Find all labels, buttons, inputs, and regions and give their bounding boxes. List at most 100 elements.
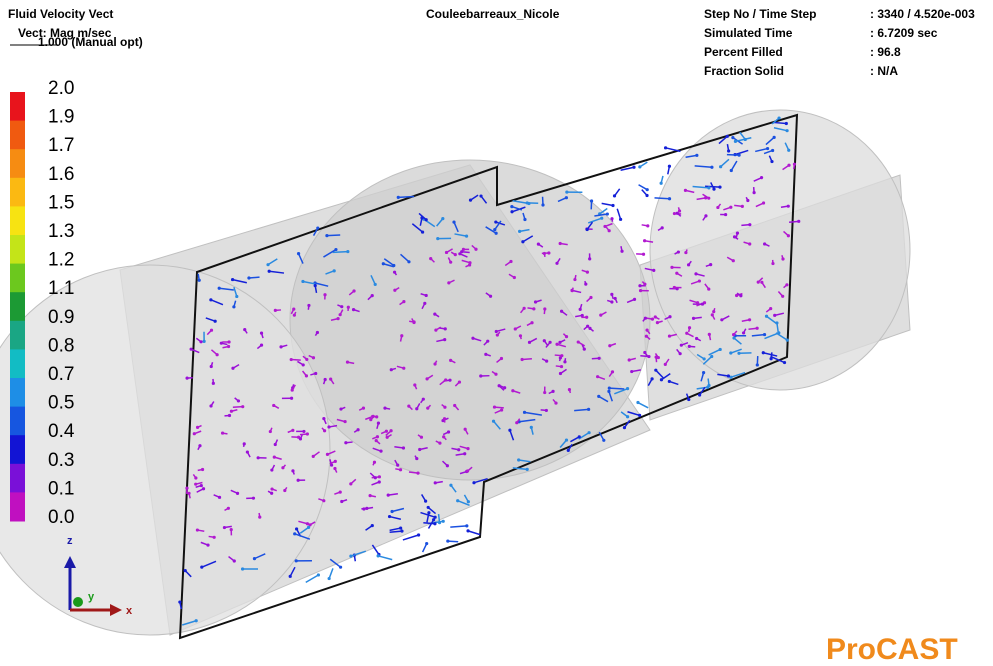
vector-arrow [323,248,337,258]
vector-head [383,406,387,410]
vector-arrow [570,436,580,443]
vector-head [587,431,591,435]
vector-head [415,407,419,411]
vector-head [305,522,310,526]
vector-head [415,456,419,461]
vector-head [520,357,524,362]
vector-head [322,429,327,433]
vector-head [613,296,617,301]
vector-head [644,334,648,338]
vector-head [755,326,759,330]
vector-head [198,444,202,448]
vector-head [797,219,801,223]
vector-arrow [661,372,671,381]
vector-head [732,235,737,239]
vector-head [222,525,227,530]
vector-head [512,275,516,280]
vector-head [510,204,514,209]
vector-head [289,396,294,400]
vector-head [398,468,403,472]
vector-head [457,448,461,452]
vector-head [784,121,788,126]
vector-head [226,506,230,510]
vector-head [230,277,235,282]
vector-head [247,276,251,280]
legend-label: 0.7 [48,364,74,385]
vector-head [518,229,522,233]
vector-arrow [594,213,608,217]
vector-head [453,253,457,257]
vector-head [773,313,777,317]
vector-arrow [702,355,713,365]
vector-head [756,280,760,284]
vector-arrow [201,560,217,568]
vector-head [567,388,572,392]
vector-head [707,287,711,291]
vector-head [420,230,425,234]
vector-head [443,327,447,331]
x-arrow [110,604,122,616]
vector-head [178,600,182,604]
vector-head [522,410,527,414]
vector-head [632,297,637,301]
vector-head [226,344,231,349]
vector-arrow [708,348,721,356]
vector-head [329,377,333,381]
vector-head [349,482,353,486]
vector-head [243,327,247,332]
vector-head [741,331,746,335]
vector-head [602,438,606,442]
vector-head [291,469,295,473]
vector-head [718,185,722,189]
vector-head [201,487,206,491]
vector-head [266,263,270,267]
vector-head [385,435,389,439]
vector-arrow [730,371,746,378]
z-arrow [64,556,76,568]
vector-head [452,220,456,224]
vector-head [322,499,326,503]
vector-head [448,378,452,382]
vector-head [729,168,733,173]
vector-head [268,429,272,434]
vector-head [578,307,582,312]
vector-head [725,134,729,138]
legend-label: 1.7 [48,135,74,156]
vector-head [530,321,534,325]
vector-arrow [522,358,532,361]
vector-head [748,223,752,227]
vector-head [677,209,682,213]
vector-head [709,263,713,267]
vector-head [654,368,658,372]
color-legend: 2.0 1.9 1.7 1.6 1.5 1.3 1.2 1.1 0.9 0.8 0.7 0.5 0.4 0… [10,78,75,528]
vector-head [787,148,791,152]
vector-head [585,315,589,319]
vector-arrow [494,220,502,231]
vector-head [183,569,187,573]
vector-head [305,432,309,436]
vector-arrow [524,411,543,416]
vector-head [710,165,714,169]
vector-arrow [388,493,398,496]
vector-head [652,268,656,272]
vector-head [200,565,204,569]
vector-head [209,328,214,332]
vector-head [525,201,529,205]
vector-arrow [453,221,459,233]
vector-head [245,450,249,454]
vector-arrow [492,420,501,430]
vector-head [199,340,203,344]
vector-head [307,303,311,308]
vector-head [752,191,756,195]
vector-head [761,201,766,205]
vector-head [743,137,747,142]
vector-head [294,559,298,563]
vector-head [551,389,555,393]
vector-head [189,347,193,351]
vector-head [704,214,708,218]
vector-head [425,377,429,381]
vector-head [464,234,469,238]
vector-head [301,363,305,367]
vector-head [220,431,225,435]
casting-geometry [0,109,911,636]
